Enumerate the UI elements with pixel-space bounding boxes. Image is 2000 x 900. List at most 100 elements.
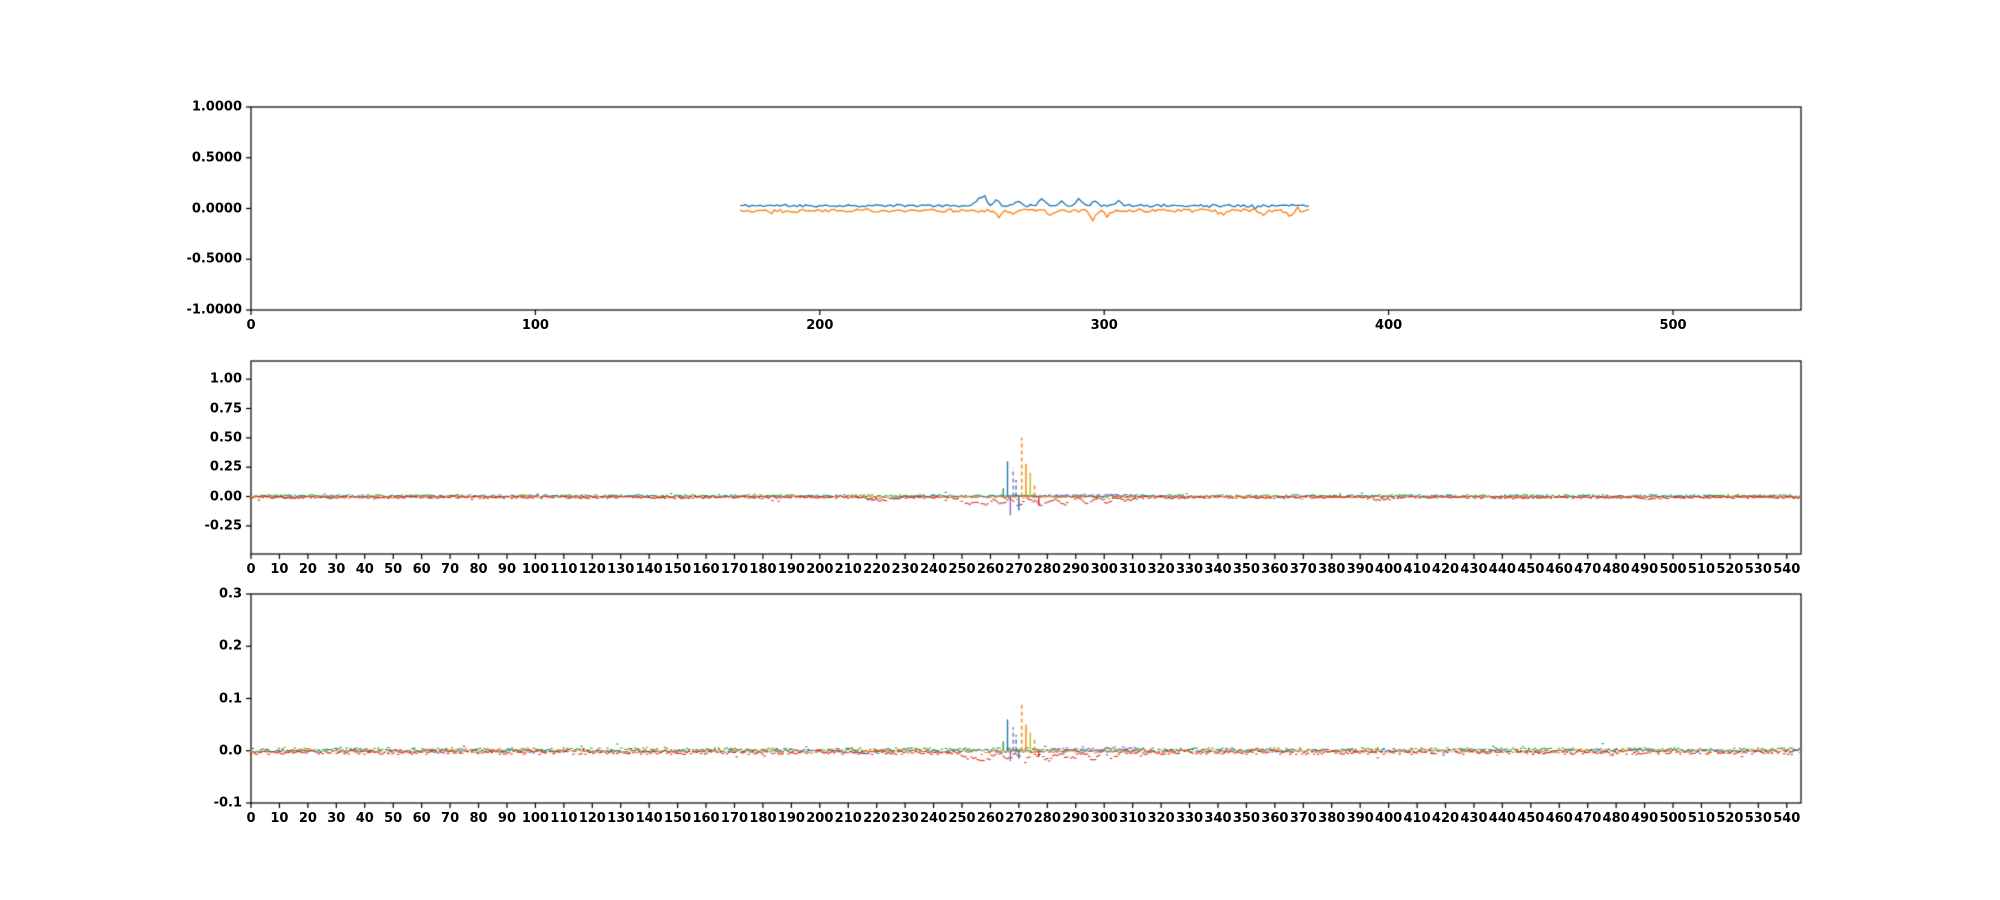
x-tick-label: 430 xyxy=(1460,811,1488,826)
x-tick-label: 490 xyxy=(1630,562,1659,577)
x-tick-label: 90 xyxy=(497,811,516,826)
y-tick-label: -0.1 xyxy=(213,795,242,811)
x-tick-label: 180 xyxy=(749,562,777,577)
x-tick-label: 330 xyxy=(1175,811,1204,826)
x-tick-label: 230 xyxy=(891,562,919,577)
y-tick-label: 0.0000 xyxy=(191,201,242,216)
x-tick-label: 540 xyxy=(1773,562,1801,577)
x-tick-label: 400 xyxy=(1375,318,1403,333)
x-tick-label: 190 xyxy=(777,811,805,826)
x-tick-label: 510 xyxy=(1687,562,1716,577)
x-tick-label: 370 xyxy=(1289,811,1317,826)
x-tick-label: 450 xyxy=(1517,562,1545,577)
x-tick-label: 140 xyxy=(635,811,663,826)
x-tick-label: 350 xyxy=(1232,811,1260,826)
x-tick-label: 150 xyxy=(664,562,692,577)
x-tick-label: 350 xyxy=(1232,562,1260,577)
x-tick-label: 170 xyxy=(720,562,749,577)
x-tick-label: 130 xyxy=(607,562,635,577)
x-tick-label: 160 xyxy=(692,811,720,826)
x-tick-label: 390 xyxy=(1346,562,1374,577)
x-tick-label: 120 xyxy=(578,811,606,826)
x-tick-label: 130 xyxy=(607,811,635,826)
x-tick-label: 80 xyxy=(469,811,488,826)
x-tick-label: 100 xyxy=(521,811,549,826)
x-tick-label: 200 xyxy=(806,811,834,826)
y-tick-label: 1.00 xyxy=(209,371,242,387)
y-tick-label: -0.5000 xyxy=(186,251,242,267)
y-tick-label: -1.0000 xyxy=(186,302,242,318)
x-tick-label: 540 xyxy=(1773,811,1801,826)
x-tick-label: 0 xyxy=(246,562,256,577)
x-tick-label: 430 xyxy=(1460,562,1488,577)
y-tick-label: 0.5000 xyxy=(191,150,242,166)
x-tick-label: 200 xyxy=(806,562,834,577)
x-tick-label: 60 xyxy=(412,562,431,577)
x-tick-label: 190 xyxy=(777,562,805,577)
x-tick-label: 270 xyxy=(1005,562,1033,577)
x-tick-label: 270 xyxy=(1005,811,1033,826)
x-tick-label: 310 xyxy=(1119,811,1147,826)
x-tick-label: 10 xyxy=(270,811,289,826)
x-tick-label: 380 xyxy=(1318,811,1346,826)
y-tick-label: 0.00 xyxy=(209,489,242,504)
x-tick-label: 320 xyxy=(1147,562,1175,577)
x-tick-label: 150 xyxy=(664,811,692,826)
x-tick-label: 70 xyxy=(441,811,460,826)
x-tick-label: 90 xyxy=(497,562,516,577)
x-tick-label: 440 xyxy=(1488,811,1516,826)
x-tick-label: 320 xyxy=(1147,811,1175,826)
y-tick-label: 0.3 xyxy=(218,586,242,602)
x-tick-label: 20 xyxy=(298,811,317,826)
x-tick-label: 450 xyxy=(1517,811,1545,826)
x-tick-label: 240 xyxy=(919,811,948,826)
x-tick-label: 530 xyxy=(1744,562,1772,577)
x-tick-label: 40 xyxy=(355,811,374,826)
x-tick-label: 230 xyxy=(891,811,919,826)
x-tick-label: 250 xyxy=(948,811,976,826)
x-tick-label: 520 xyxy=(1716,562,1744,577)
x-tick-label: 500 xyxy=(1659,811,1687,826)
x-tick-label: 280 xyxy=(1033,562,1061,577)
x-tick-label: 80 xyxy=(469,562,488,577)
x-tick-label: 240 xyxy=(919,562,948,577)
x-tick-label: 110 xyxy=(550,562,578,577)
y-tick-label: 0.25 xyxy=(209,459,242,475)
x-tick-label: 330 xyxy=(1175,562,1204,577)
x-tick-label: 120 xyxy=(578,562,606,577)
x-tick-label: 520 xyxy=(1716,811,1744,826)
x-tick-label: 460 xyxy=(1545,562,1573,577)
x-tick-label: 310 xyxy=(1119,562,1147,577)
x-tick-label: 210 xyxy=(834,562,862,577)
x-tick-label: 40 xyxy=(355,562,374,577)
x-tick-label: 510 xyxy=(1687,811,1716,826)
x-tick-label: 490 xyxy=(1630,811,1659,826)
x-tick-label: 500 xyxy=(1659,318,1687,333)
x-tick-label: 290 xyxy=(1062,562,1090,577)
x-tick-label: 20 xyxy=(298,562,317,577)
x-tick-label: 300 xyxy=(1090,811,1118,826)
x-tick-label: 160 xyxy=(692,562,720,577)
x-tick-label: 340 xyxy=(1204,562,1232,577)
x-tick-label: 340 xyxy=(1204,811,1232,826)
x-tick-label: 250 xyxy=(948,562,976,577)
y-tick-label: 0.1 xyxy=(218,691,242,706)
x-tick-label: 0 xyxy=(246,318,256,333)
x-tick-label: 180 xyxy=(749,811,777,826)
x-tick-label: 50 xyxy=(384,811,403,826)
x-tick-label: 300 xyxy=(1090,562,1118,577)
x-tick-label: 440 xyxy=(1488,562,1516,577)
x-tick-label: 260 xyxy=(976,811,1005,826)
y-tick-label: 0.50 xyxy=(209,430,242,446)
x-tick-label: 410 xyxy=(1403,562,1431,577)
x-tick-label: 30 xyxy=(327,811,346,826)
x-tick-label: 480 xyxy=(1602,811,1630,826)
x-tick-label: 400 xyxy=(1375,811,1403,826)
x-tick-label: 60 xyxy=(412,811,431,826)
x-tick-label: 480 xyxy=(1602,562,1630,577)
x-tick-label: 280 xyxy=(1033,811,1061,826)
x-tick-label: 300 xyxy=(1090,318,1118,333)
x-tick-label: 30 xyxy=(327,562,346,577)
